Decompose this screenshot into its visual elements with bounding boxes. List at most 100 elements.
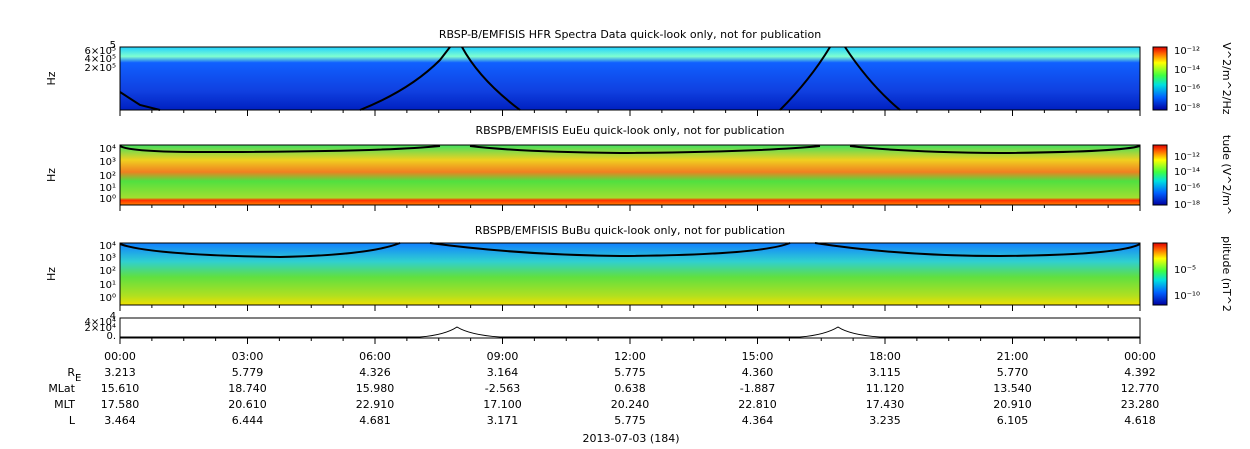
ephemeris-value: 20.240: [611, 398, 650, 411]
y-tick-label: 6×10⁵: [85, 46, 116, 57]
ephemeris-value: 3.171: [487, 414, 519, 427]
colorbar-tick-label: 10⁻⁵: [1174, 265, 1196, 276]
gyrofrequency-curve: [119, 145, 1141, 155]
y-tick-label: 5: [110, 40, 116, 51]
x-tick-label: 00:00: [1124, 350, 1156, 363]
ephemeris-value: 17.100: [483, 398, 522, 411]
colorbar: [1152, 144, 1168, 206]
ephemeris-value: 23.280: [1121, 398, 1160, 411]
ephemeris-value: 20.610: [228, 398, 267, 411]
y-tick-label: 10²: [99, 171, 116, 182]
row-label: R: [67, 366, 75, 379]
spectrogram: [120, 145, 1140, 205]
ephemeris-value: 11.120: [866, 382, 905, 395]
ephemeris-value: 3.464: [104, 414, 136, 427]
colorbar-tick-label: 10⁻¹⁴: [1174, 167, 1200, 178]
colorbar-tick-label: 10⁻¹⁸: [1174, 200, 1200, 211]
ephemeris-line: [120, 326, 1140, 338]
colorbar-label: plitude (nT^2: [1220, 236, 1233, 312]
colorbar: [1152, 242, 1168, 306]
y-axis-label: Hz: [45, 71, 58, 85]
date-label: 2013-07-03 (184): [582, 432, 679, 445]
y-tick-label: 2×10⁵: [85, 63, 116, 74]
ephemeris-value: 3.115: [869, 366, 901, 379]
y-tick-label: 10³: [99, 253, 116, 264]
ephemeris-value: 20.910: [993, 398, 1032, 411]
y-tick-label: 10⁴: [99, 144, 116, 155]
y-tick-label: 10²: [99, 266, 116, 277]
colorbar-tick-label: 10⁻¹²: [1174, 152, 1200, 163]
y-tick-label: 10¹: [99, 183, 116, 194]
ephemeris-panel: [119, 317, 1141, 339]
x-tick-label: 21:00: [997, 350, 1029, 363]
ephemeris-value: 3.213: [104, 366, 136, 379]
ephemeris-value: 4.392: [1124, 366, 1156, 379]
colorbar-label: tude (V^2/m^: [1220, 135, 1233, 215]
row-label: MLT: [54, 398, 75, 411]
spectrogram: [120, 243, 1140, 305]
panel-title: RBSPB/EMFISIS EuEu quick-look only, not …: [475, 124, 784, 137]
ephemeris-value: 5.775: [614, 366, 646, 379]
ephemeris-value: 22.910: [356, 398, 395, 411]
ephemeris-value: 5.770: [997, 366, 1029, 379]
y-tick-label: 4×10⁵: [85, 54, 116, 65]
colorbar-tick-label: 10⁻¹⁶: [1174, 183, 1200, 194]
x-tick-label: 12:00: [614, 350, 646, 363]
x-tick-label: 00:00: [104, 350, 136, 363]
ephemeris-value: 5.775: [614, 414, 646, 427]
ephemeris-value: 0.638: [614, 382, 646, 395]
row-label: L: [69, 414, 76, 427]
ephemeris-value: 12.770: [1121, 382, 1160, 395]
colorbar-tick-label: 10⁻¹²: [1174, 46, 1200, 57]
ephemeris-value: 22.810: [738, 398, 777, 411]
y-axis-label: Hz: [45, 168, 58, 182]
ephemeris-value: -1.887: [740, 382, 775, 395]
ephemeris-value: 4.326: [359, 366, 391, 379]
colorbar-tick-label: 10⁻¹⁶: [1174, 84, 1200, 95]
colorbar: [1152, 46, 1168, 111]
y-tick-label: 10⁴: [99, 241, 116, 252]
ephemeris-value: 17.580: [101, 398, 140, 411]
colorbar-tick-label: 10⁻¹⁴: [1174, 65, 1200, 76]
ephemeris-value: 3.164: [487, 366, 519, 379]
y-tick-label: 4: [110, 311, 116, 322]
ephemeris-value: 4.618: [1124, 414, 1156, 427]
ephemeris-value: 4.360: [742, 366, 774, 379]
ephemeris-value: 13.540: [993, 382, 1032, 395]
y-tick-label: 0.: [106, 331, 116, 342]
spectrogram: [120, 47, 1140, 110]
y-axis-label: Hz: [45, 267, 58, 281]
y-tick-label: 10⁰: [99, 293, 116, 304]
ephemeris-value: 4.681: [359, 414, 391, 427]
y-tick-label: 10³: [99, 157, 116, 168]
panel-title: RBSPB/EMFISIS BuBu quick-look only, not …: [475, 224, 785, 237]
x-tick-label: 15:00: [742, 350, 774, 363]
ephemeris-value: 6.444: [232, 414, 264, 427]
ephemeris-value: 3.235: [869, 414, 901, 427]
ephemeris-value: 17.430: [866, 398, 905, 411]
gyrofrequency-curve: [119, 242, 1141, 259]
y-tick-label: 10¹: [99, 280, 116, 291]
ephemeris-value: 15.610: [101, 382, 140, 395]
row-label-subscript: E: [75, 373, 81, 384]
y-tick-label: 2×10⁴: [85, 323, 116, 334]
y-tick-label: 10⁰: [99, 194, 116, 205]
x-tick-label: 18:00: [869, 350, 901, 363]
ephemeris-value: -2.563: [485, 382, 520, 395]
row-label: MLat: [48, 382, 75, 395]
x-tick-label: 09:00: [487, 350, 519, 363]
ephemeris-value: 5.779: [232, 366, 264, 379]
x-tick-label: 06:00: [359, 350, 391, 363]
ephemeris-value: 15.980: [356, 382, 395, 395]
colorbar-label: V^2/m^2/Hz: [1220, 42, 1233, 114]
y-tick-label: 4×10⁴: [85, 317, 116, 328]
gyrofrequency-curve: [119, 46, 901, 111]
colorbar-tick-label: 10⁻¹⁸: [1174, 103, 1200, 114]
ephemeris-value: 18.740: [228, 382, 267, 395]
panel-title: RBSP-B/EMFISIS HFR Spectra Data quick-lo…: [439, 28, 821, 41]
colorbar-tick-label: 10⁻¹⁰: [1174, 291, 1200, 302]
ephemeris-value: 6.105: [997, 414, 1029, 427]
x-tick-label: 03:00: [232, 350, 264, 363]
ephemeris-value: 4.364: [742, 414, 774, 427]
